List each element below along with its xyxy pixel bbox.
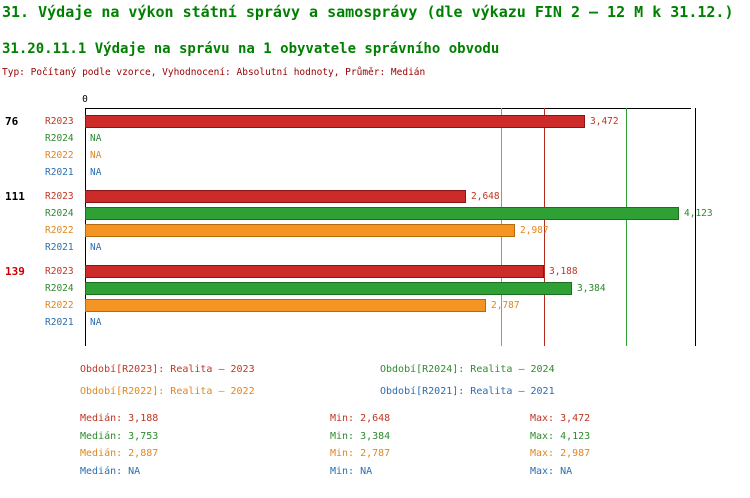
na-label: NA [90, 150, 102, 161]
series-label: R2022 [45, 225, 74, 236]
series-label: R2023 [45, 116, 74, 127]
series-label: R2021 [45, 242, 74, 253]
chart-meta-line: Typ: Počítaný podle vzorce, Vyhodnocení:… [2, 67, 426, 78]
page-title: 31. Výdaje na výkon státní správy a samo… [2, 3, 734, 21]
median-line-R2023 [544, 108, 545, 346]
group-label: 111 [5, 190, 25, 203]
na-label: NA [90, 167, 102, 178]
series-label: R2024 [45, 283, 74, 294]
chart-rows: 76 R2023 3,472 R2024 NA R2022 NA R2021 NA 111 R202… [0, 113, 750, 338]
chart-row: 76 R2023 3,472 [0, 113, 750, 130]
series-label: R2021 [45, 317, 74, 328]
bar-R2023 [85, 115, 585, 128]
chart-row: R2022 NA [0, 147, 750, 164]
axis-right-line [695, 108, 696, 346]
series-label: R2024 [45, 208, 74, 219]
bar-value-label: 2,648 [471, 191, 500, 202]
legend-item-R2023: Období[R2023]: Realita – 2023 [80, 364, 255, 375]
chart-row: R2024 NA [0, 130, 750, 147]
chart-row: R2021 NA [0, 164, 750, 181]
stat-min-R2021: Min: NA [330, 466, 373, 477]
bar-value-label: 3,188 [549, 266, 578, 277]
chart-row: R2021 NA [0, 314, 750, 331]
legend-item-R2024: Období[R2024]: Realita – 2024 [380, 364, 555, 375]
chart-row: R2024 3,384 [0, 280, 750, 297]
legend-item-R2022: Období[R2022]: Realita – 2022 [80, 386, 255, 397]
chart-group-111: 111 R2023 2,648 R2024 4,123 R2022 2,987 R2021 NA [0, 188, 750, 256]
bar-R2024 [85, 282, 572, 295]
series-label: R2022 [45, 150, 74, 161]
series-label: R2023 [45, 191, 74, 202]
chart-group-139: 139 R2023 3,188 R2024 3,384 R2022 2,787 R2021 NA [0, 263, 750, 331]
stat-min-R2022: Min: 2,787 [330, 448, 391, 459]
bar-value-label: 4,123 [684, 208, 713, 219]
series-label: R2023 [45, 266, 74, 277]
bar-value-label: 3,472 [590, 116, 619, 127]
bar-R2022 [85, 299, 486, 312]
bar-value-label: 3,384 [577, 283, 606, 294]
bar-R2022 [85, 224, 515, 237]
chart-row: R2022 2,787 [0, 297, 750, 314]
stat-median-R2024: Medián: 3,753 [80, 431, 159, 442]
bar-R2023 [85, 190, 466, 203]
legend-item-R2021: Období[R2021]: Realita – 2021 [380, 386, 555, 397]
chart-subtitle: 31.20.11.1 Výdaje na správu na 1 obyvate… [2, 41, 500, 57]
stat-max-R2021: Max: NA [530, 466, 573, 477]
series-label: R2022 [45, 300, 74, 311]
stat-median-R2022: Medián: 2,887 [80, 448, 159, 459]
stat-max-R2024: Max: 4,123 [530, 431, 591, 442]
na-label: NA [90, 317, 102, 328]
stat-median-R2023: Medián: 3,188 [80, 413, 159, 424]
median-line-R2024 [626, 108, 627, 346]
group-label: 139 [5, 265, 25, 278]
series-label: R2024 [45, 133, 74, 144]
chart-row: 139 R2023 3,188 [0, 263, 750, 280]
bar-R2023 [85, 265, 544, 278]
stat-max-R2023: Max: 3,472 [530, 413, 591, 424]
bar-R2024 [85, 207, 679, 220]
chart-row: R2021 NA [0, 239, 750, 256]
chart-row: R2024 4,123 [0, 205, 750, 222]
chart-row: 111 R2023 2,648 [0, 188, 750, 205]
legend: Období[R2023]: Realita – 2023 Období[R202… [0, 364, 750, 408]
stat-min-R2024: Min: 3,384 [330, 431, 391, 442]
stats-panel: Medián: 3,188 Min: 2,648 Max: 3,472 Medián:… [0, 413, 750, 493]
chart-row: R2022 2,987 [0, 222, 750, 239]
stat-median-R2021: Medián: NA [80, 466, 141, 477]
bar-value-label: 2,987 [520, 225, 549, 236]
chart-group-76: 76 R2023 3,472 R2024 NA R2022 NA R2021 NA [0, 113, 750, 181]
group-label: 76 [5, 115, 19, 128]
na-label: NA [90, 242, 102, 253]
stat-min-R2023: Min: 2,648 [330, 413, 391, 424]
stat-max-R2022: Max: 2,987 [530, 448, 591, 459]
axis-top-line [85, 108, 691, 109]
bar-value-label: 2,787 [491, 300, 520, 311]
na-label: NA [90, 133, 102, 144]
series-label: R2021 [45, 167, 74, 178]
axis-zero-label: 0 [82, 94, 88, 105]
